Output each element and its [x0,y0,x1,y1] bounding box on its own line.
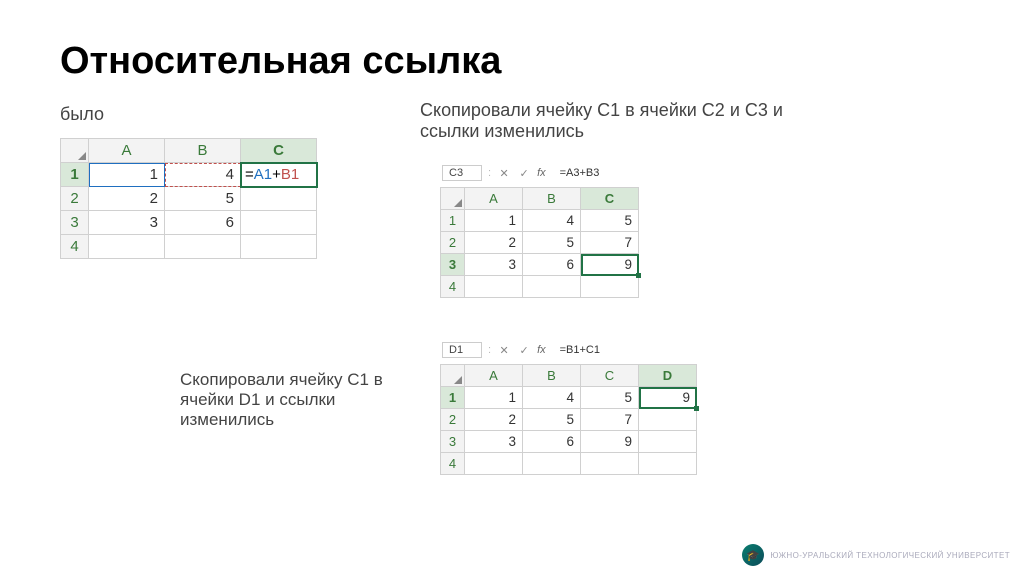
row-header-1[interactable]: 1 [441,387,465,409]
cancel-icon[interactable]: ✕ [497,343,511,357]
cell-c4[interactable] [581,276,639,298]
row-header-2[interactable]: 2 [441,232,465,254]
select-all-corner[interactable] [441,188,465,210]
cell-c2[interactable]: 7 [581,232,639,254]
row-header-2[interactable]: 2 [441,409,465,431]
row-header-3[interactable]: 3 [61,211,89,235]
col-header-a[interactable]: A [465,188,523,210]
name-box[interactable]: C3 [442,165,482,181]
row-header-1[interactable]: 1 [61,163,89,187]
col-header-c[interactable]: C [581,365,639,387]
row-header-3[interactable]: 3 [441,254,465,276]
cell-a4[interactable] [89,235,165,259]
cell-a2[interactable]: 2 [465,409,523,431]
formula-bar: D1 : ✕ ✓ fx =B1+C1 [440,340,790,360]
row-header-4[interactable]: 4 [441,453,465,475]
cell-d1[interactable]: 9 [639,387,697,409]
cell-a3[interactable]: 3 [465,254,523,276]
formula-bar: C3 : ✕ ✓ fx =A3+B3 [440,163,725,183]
row-header-1[interactable]: 1 [441,210,465,232]
col-header-c[interactable]: C [241,139,317,163]
spreadsheet-copied-c: C3 : ✕ ✓ fx =A3+B3 A B C 1 1 4 5 2 2 [440,163,725,298]
cell-b2[interactable]: 5 [523,409,581,431]
logo-text: ЮЖНО-УРАЛЬСКИЙ ТЕХНОЛОГИЧЕСКИЙ УНИВЕРСИТ… [770,551,1010,560]
logo-badge-icon: 🎓 [742,544,764,566]
cell-b2[interactable]: 5 [523,232,581,254]
fbar-sep: : [488,167,491,179]
cell-b1[interactable]: 4 [165,163,241,187]
cell-c3[interactable] [241,211,317,235]
label-copied-c: Скопировали ячейку С1 в ячейки С2 и С3 и… [420,100,820,142]
cell-a1[interactable]: 1 [465,387,523,409]
formula-value[interactable]: =B1+C1 [552,344,600,356]
cell-b4[interactable] [523,276,581,298]
cell-b4[interactable] [523,453,581,475]
cell-a2[interactable]: 2 [89,187,165,211]
cell-c1[interactable]: 5 [581,387,639,409]
name-box[interactable]: D1 [442,342,482,358]
cell-c3[interactable]: 9 [581,254,639,276]
fbar-sep: : [488,344,491,356]
cell-c4[interactable] [581,453,639,475]
row-header-2[interactable]: 2 [61,187,89,211]
col-header-b[interactable]: B [165,139,241,163]
fx-icon[interactable]: fx [537,167,546,179]
cell-c2[interactable] [241,187,317,211]
slide-title: Относительная ссылка [60,40,964,83]
formula-ref2: B1 [281,166,299,183]
formula-value[interactable]: =A3+B3 [552,167,600,179]
footer-logo: 🎓 ЮЖНО-УРАЛЬСКИЙ ТЕХНОЛОГИЧЕСКИЙ УНИВЕРС… [742,544,1010,566]
cell-b2[interactable]: 5 [165,187,241,211]
cell-b4[interactable] [165,235,241,259]
cell-b3[interactable]: 6 [523,431,581,453]
spreadsheet-copied-d: D1 : ✕ ✓ fx =B1+C1 A B C D 1 1 4 5 9 [440,340,790,475]
spreadsheet-before: A B C 1 1 4 =A1+B1 2 2 5 3 3 6 [60,138,320,259]
formula-op: + [272,166,281,183]
cell-b3[interactable]: 6 [165,211,241,235]
cell-a4[interactable] [465,453,523,475]
col-header-b[interactable]: B [523,365,581,387]
row-header-4[interactable]: 4 [61,235,89,259]
grid-copied-c[interactable]: A B C 1 1 4 5 2 2 5 7 3 3 6 9 [440,187,639,298]
cell-a2[interactable]: 2 [465,232,523,254]
col-header-a[interactable]: A [89,139,165,163]
cancel-icon[interactable]: ✕ [497,166,511,180]
col-header-d[interactable]: D [639,365,697,387]
cell-c3[interactable]: 9 [581,431,639,453]
col-header-c[interactable]: C [581,188,639,210]
cell-d4[interactable] [639,453,697,475]
select-all-corner[interactable] [61,139,89,163]
formula-eq: = [245,166,254,183]
cell-b3[interactable]: 6 [523,254,581,276]
cell-b1[interactable]: 4 [523,210,581,232]
row-header-3[interactable]: 3 [441,431,465,453]
cell-c4[interactable] [241,235,317,259]
cell-a1[interactable]: 1 [465,210,523,232]
cell-a3[interactable]: 3 [89,211,165,235]
row-header-4[interactable]: 4 [441,276,465,298]
cell-d2[interactable] [639,409,697,431]
label-was: было [60,104,104,125]
cell-a4[interactable] [465,276,523,298]
cell-a1[interactable]: 1 [89,163,165,187]
cell-a3[interactable]: 3 [465,431,523,453]
cell-c2[interactable]: 7 [581,409,639,431]
grid-copied-d[interactable]: A B C D 1 1 4 5 9 2 2 5 7 3 3 [440,364,697,475]
enter-icon[interactable]: ✓ [517,166,531,180]
cell-c1[interactable]: 5 [581,210,639,232]
fx-icon[interactable]: fx [537,344,546,356]
grid-before[interactable]: A B C 1 1 4 =A1+B1 2 2 5 3 3 6 [60,138,317,259]
col-header-b[interactable]: B [523,188,581,210]
cell-c1-formula[interactable]: =A1+B1 [241,163,317,187]
label-copied-d: Скопировали ячейку С1 в ячейки D1 и ссыл… [180,370,420,430]
cell-d3[interactable] [639,431,697,453]
select-all-corner[interactable] [441,365,465,387]
cell-b1[interactable]: 4 [523,387,581,409]
formula-ref1: A1 [254,166,272,183]
enter-icon[interactable]: ✓ [517,343,531,357]
col-header-a[interactable]: A [465,365,523,387]
